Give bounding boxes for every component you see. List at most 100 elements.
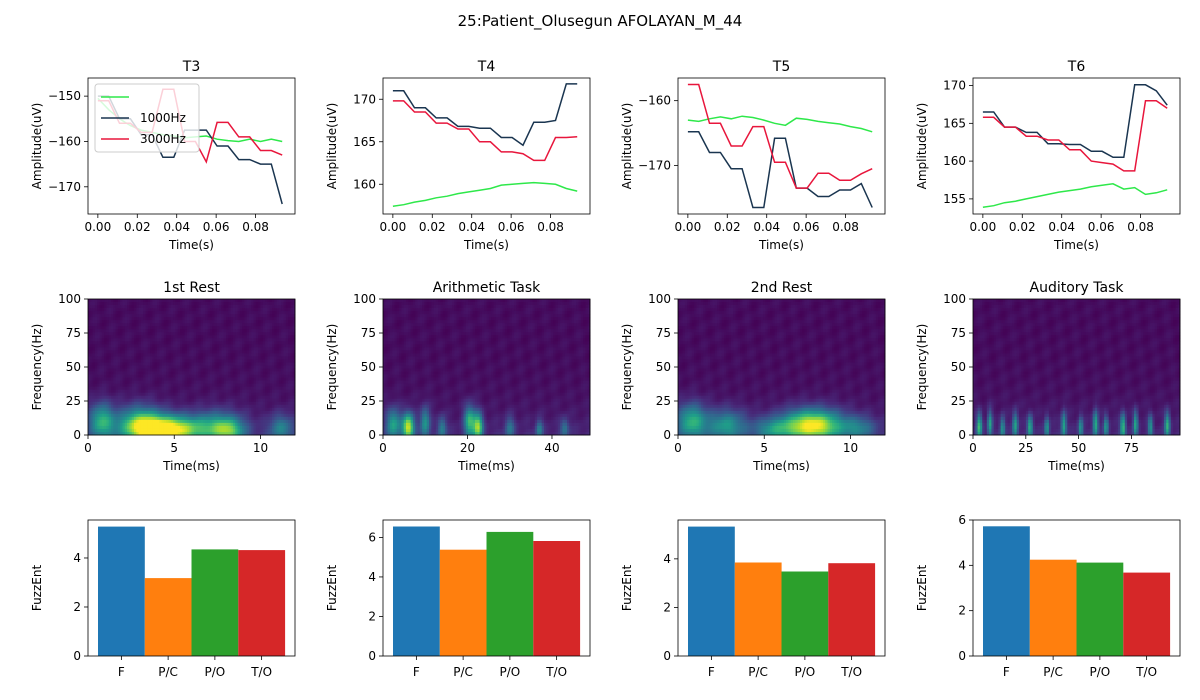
heatmap-cell: [541, 323, 545, 327]
heatmap-cell: [237, 419, 241, 424]
heatmap-cell: [267, 299, 271, 303]
heatmap-cell: [196, 422, 199, 427]
heatmap-cell: [258, 383, 261, 388]
heatmap-cell: [184, 359, 188, 363]
heatmap-cell: [163, 332, 167, 336]
heatmap-cell: [385, 308, 388, 312]
heatmap-cell: [108, 389, 112, 394]
heatmap-cell: [292, 368, 296, 372]
heatmap-cell: [272, 425, 275, 430]
heatmap-cell: [94, 365, 98, 369]
heatmap-cell: [175, 338, 179, 342]
heatmap-cell: [578, 311, 582, 315]
heatmap-cell: [251, 428, 254, 433]
heatmap-cell: [90, 356, 93, 360]
heatmap-cell: [226, 431, 229, 436]
heatmap-cell: [159, 383, 162, 388]
heatmap-cell: [175, 422, 179, 427]
heatmap-cell: [498, 305, 501, 309]
heatmap-cell: [212, 410, 215, 415]
heatmap-cell: [159, 398, 162, 403]
heatmap-cell: [562, 308, 566, 312]
heatmap-cell: [239, 305, 243, 309]
heatmap-cell: [274, 326, 277, 330]
heatmap-cell: [129, 398, 133, 403]
heatmap-cell: [115, 338, 119, 342]
heatmap-cell: [94, 389, 98, 394]
heatmap-cell: [214, 359, 218, 363]
heatmap-cell: [99, 329, 103, 333]
heatmap-cell: [288, 338, 291, 342]
heatmap-cell: [97, 368, 100, 372]
heatmap-cell: [435, 302, 439, 306]
heatmap-cell: [253, 362, 257, 366]
heatmap-cell: [285, 383, 289, 388]
heatmap-cell: [221, 365, 225, 369]
heatmap-cell: [106, 317, 110, 321]
heatmap-cell: [198, 323, 202, 327]
heatmap-cell: [267, 305, 271, 309]
heatmap-cell: [111, 392, 114, 397]
heatmap-cell: [440, 320, 444, 324]
heatmap-cell: [184, 323, 188, 327]
heatmap-cell: [175, 365, 179, 369]
heatmap-cell: [88, 305, 91, 309]
heatmap-cell: [193, 395, 197, 400]
heatmap-cell: [242, 383, 245, 388]
heatmap-cell: [104, 365, 107, 369]
heatmap-cell: [290, 386, 294, 391]
heatmap-cell: [276, 404, 280, 409]
heatmap-cell: [470, 302, 474, 306]
heatmap-cell: [152, 299, 156, 303]
heatmap-cell: [189, 371, 192, 375]
heatmap-cell: [422, 308, 425, 312]
heatmap-cell: [159, 308, 162, 312]
heatmap-cell: [99, 335, 103, 339]
heatmap-cell: [152, 338, 156, 342]
heatmap-cell: [435, 305, 439, 309]
heatmap-cell: [267, 332, 271, 336]
heatmap-cell: [106, 425, 110, 430]
heatmap-cell: [429, 314, 432, 318]
heatmap-cell: [509, 299, 513, 303]
heatmap-cell: [276, 347, 280, 351]
heatmap-cell: [131, 323, 135, 327]
heatmap-cell: [122, 365, 126, 369]
heatmap-cell: [150, 338, 153, 342]
heatmap-cell: [99, 332, 103, 336]
heatmap-cell: [267, 353, 271, 357]
heatmap-cell: [396, 302, 400, 306]
heatmap-cell: [283, 419, 287, 424]
heatmap-cell: [115, 410, 119, 415]
heatmap-cell: [232, 392, 236, 397]
heatmap-cell: [246, 404, 250, 409]
heatmap-cell: [115, 395, 119, 400]
t5-title: T5: [772, 59, 790, 75]
heatmap-cell: [237, 359, 241, 363]
heatmap-cell: [184, 365, 188, 369]
heatmap-cell: [140, 335, 144, 339]
heatmap-cell: [159, 326, 162, 330]
heatmap-cell: [534, 320, 538, 324]
heatmap-cell: [249, 371, 252, 375]
heatmap-cell: [426, 323, 430, 327]
heatmap-cell: [216, 320, 220, 324]
heatmap-cell: [108, 410, 112, 415]
heatmap-cell: [214, 347, 218, 351]
heatmap-cell: [150, 302, 153, 306]
heatmap-cell: [292, 383, 296, 388]
heatmap-cell: [154, 350, 158, 354]
heatmap-cell: [166, 335, 169, 339]
heatmap-cell: [168, 356, 172, 360]
heatmap-cell: [518, 311, 522, 315]
heatmap-cell: [170, 407, 174, 412]
heatmap-cell: [557, 320, 561, 324]
heatmap-cell: [193, 368, 197, 372]
t3-xtick-label: 0.00: [84, 220, 111, 234]
heatmap-cell: [272, 377, 275, 381]
heatmap-cell: [440, 317, 444, 321]
heatmap-cell: [560, 314, 563, 318]
heatmap-cell: [177, 302, 181, 306]
heatmap-cell: [134, 359, 137, 363]
